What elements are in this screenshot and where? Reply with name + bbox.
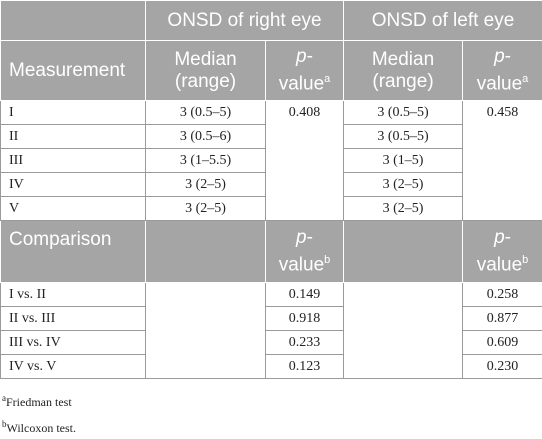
- p-value-cell: 0.918: [266, 307, 344, 331]
- p-value-cell: 0.877: [463, 307, 542, 331]
- median-cell: 3 (0.5–5): [344, 101, 463, 125]
- header-cell: [146, 221, 266, 283]
- row-label: III: [1, 149, 146, 173]
- p-italic: p: [296, 227, 307, 248]
- median-cell: 3 (1–5): [344, 149, 463, 173]
- p-value-cell: 0.258: [463, 283, 542, 307]
- header-row: Comparison p-valueb p-valueb: [1, 221, 542, 283]
- table-row: I vs. II 0.149 0.258: [1, 283, 542, 307]
- median-cell: 3 (0.5–5): [146, 101, 266, 125]
- footnote: aFriedman test: [2, 387, 542, 413]
- row-label: II: [1, 125, 146, 149]
- header-row: ONSD of right eye ONSD of left eye: [1, 1, 542, 41]
- page: ONSD of right eye ONSD of left eye Measu…: [0, 0, 542, 426]
- footnote-mark: a: [522, 73, 528, 85]
- footnote-text: Friedman test: [6, 395, 72, 409]
- footnote-mark: b: [522, 254, 528, 266]
- p-value-cell: 0.609: [463, 331, 542, 355]
- row-label: II vs. III: [1, 307, 146, 331]
- median-cell: 3 (2–5): [344, 197, 463, 221]
- empty-cell: [146, 283, 266, 379]
- median-cell: 3 (2–5): [146, 197, 266, 221]
- footnote-mark: b: [324, 254, 330, 266]
- footnote-mark: a: [324, 73, 330, 85]
- header-cell: Measurement: [1, 41, 146, 101]
- p-value-cell: 0.230: [463, 355, 542, 379]
- median-cell: 3 (1–5.5): [146, 149, 266, 173]
- median-cell: 3 (0.5–6): [146, 125, 266, 149]
- p-value-cell: 0.233: [266, 331, 344, 355]
- comparison-rows: I vs. II 0.149 0.258 II vs. III 0.918 0.877 II…: [1, 283, 542, 379]
- header-cell: p-valuea: [266, 41, 344, 101]
- header-cell: p-valueb: [463, 221, 542, 283]
- header-row: Measurement Median (range) p-valuea Medi…: [1, 41, 542, 101]
- row-label: IV vs. V: [1, 355, 146, 379]
- row-label: III vs. IV: [1, 331, 146, 355]
- header-cell: [344, 221, 463, 283]
- header-cell: p-valueb: [266, 221, 344, 283]
- group-header: ONSD of left eye: [344, 1, 542, 41]
- empty-cell: [344, 283, 463, 379]
- p-italic: p: [296, 46, 307, 67]
- p-value-cell: 0.123: [266, 355, 344, 379]
- header-cell: Comparison: [1, 221, 146, 283]
- median-cell: 3 (2–5): [344, 173, 463, 197]
- group-header: ONSD of right eye: [146, 1, 344, 41]
- footnote-text: Wilcoxon test.: [7, 421, 77, 435]
- row-label: I: [1, 101, 146, 125]
- p-value-cell: 0.458: [463, 101, 542, 221]
- header-cell: Median (range): [146, 41, 266, 101]
- row-label: I vs. II: [1, 283, 146, 307]
- data-table: ONSD of right eye ONSD of left eye Measu…: [0, 0, 542, 379]
- header-cell: [1, 1, 146, 41]
- row-label: IV: [1, 173, 146, 197]
- header-cell: Median (range): [344, 41, 463, 101]
- footnote: bWilcoxon test.: [2, 413, 542, 439]
- p-italic: p: [494, 227, 505, 248]
- median-cell: 3 (0.5–5): [344, 125, 463, 149]
- p-italic: p: [494, 46, 505, 67]
- p-value-cell: 0.408: [266, 101, 344, 221]
- p-value-cell: 0.149: [266, 283, 344, 307]
- median-cell: 3 (2–5): [146, 173, 266, 197]
- header-cell: p-valuea: [463, 41, 542, 101]
- row-label: V: [1, 197, 146, 221]
